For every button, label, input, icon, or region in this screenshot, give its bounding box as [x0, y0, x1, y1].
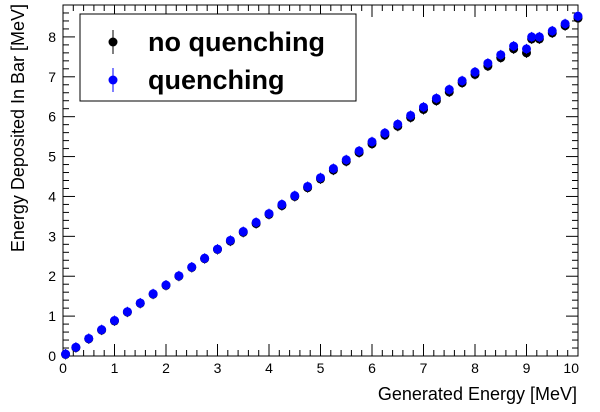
- legend-box: [79, 13, 357, 102]
- x-tick-label: 3: [214, 360, 222, 376]
- x-tick-label: 6: [368, 360, 376, 376]
- data-point: [354, 146, 364, 156]
- data-point: [547, 26, 557, 36]
- y-tick-label: 2: [48, 268, 56, 284]
- y-tick-label: 6: [48, 109, 56, 125]
- data-point: [573, 11, 583, 21]
- data-point: [522, 44, 531, 54]
- x-tick-label: 5: [317, 360, 325, 376]
- y-tick-label: 4: [48, 188, 56, 204]
- data-point: [213, 244, 222, 254]
- data-point: [316, 173, 325, 183]
- x-tick-label: 0: [59, 360, 67, 376]
- legend-marker-no-quenching: [108, 37, 118, 47]
- y-axis-title: Energy Deposited In Bar [MeV]: [8, 4, 28, 252]
- data-point: [110, 316, 119, 326]
- data-point: [444, 85, 454, 95]
- legend-marker-quenching: [108, 75, 118, 85]
- y-tick-label: 7: [48, 69, 56, 85]
- x-tick-label: 9: [523, 360, 531, 376]
- data-point: [328, 164, 338, 174]
- data-point: [393, 119, 403, 129]
- data-point: [135, 298, 145, 308]
- x-tick-label: 1: [111, 360, 119, 376]
- y-tick-label: 8: [48, 29, 56, 45]
- data-point: [534, 32, 544, 42]
- x-tick-label: 10: [563, 360, 579, 376]
- data-point: [264, 209, 274, 219]
- data-point: [290, 191, 300, 201]
- data-point: [200, 253, 210, 263]
- legend: no quenching quenching: [79, 13, 357, 102]
- data-point: [470, 67, 480, 77]
- data-point: [509, 41, 519, 51]
- legend-label-no-quenching: no quenching: [148, 27, 325, 57]
- legend-label-quenching: quenching: [148, 65, 285, 95]
- data-point: [161, 280, 171, 290]
- data-point: [225, 235, 235, 245]
- series-layer: [61, 11, 583, 360]
- x-tick-label: 2: [162, 360, 170, 376]
- data-point: [406, 110, 416, 120]
- data-point: [187, 262, 197, 272]
- data-point: [251, 217, 261, 227]
- y-tick-label: 5: [48, 149, 56, 165]
- data-point: [84, 333, 94, 343]
- data-point: [496, 50, 506, 60]
- x-tick-label: 4: [265, 360, 273, 376]
- data-point: [527, 32, 537, 42]
- series-quenching: [61, 11, 583, 360]
- data-point: [122, 307, 132, 317]
- data-point: [277, 199, 287, 209]
- x-tick-label: 8: [471, 360, 479, 376]
- data-point: [560, 19, 570, 29]
- x-tick-labels: 0 1 2 3 4 5 6 7 8 9 10: [59, 360, 579, 376]
- x-axis-title: Generated Energy [MeV]: [378, 384, 577, 404]
- y-tick-label: 1: [48, 308, 56, 324]
- data-point: [419, 102, 428, 112]
- data-point: [61, 349, 71, 359]
- data-point: [71, 342, 81, 352]
- data-point: [148, 289, 158, 299]
- y-tick-label: 3: [48, 228, 56, 244]
- x-tick-label: 7: [420, 360, 428, 376]
- data-point: [174, 271, 184, 281]
- data-point: [97, 325, 107, 335]
- data-point: [303, 181, 313, 191]
- data-point: [483, 58, 493, 68]
- data-point: [431, 93, 441, 103]
- data-point: [238, 227, 248, 237]
- y-tick-labels: 0 1 2 3 4 5 6 7 8: [48, 29, 56, 364]
- data-point: [341, 155, 351, 165]
- data-point: [367, 137, 377, 147]
- data-point: [380, 128, 390, 138]
- data-point: [457, 76, 467, 86]
- y-tick-label: 0: [48, 348, 56, 364]
